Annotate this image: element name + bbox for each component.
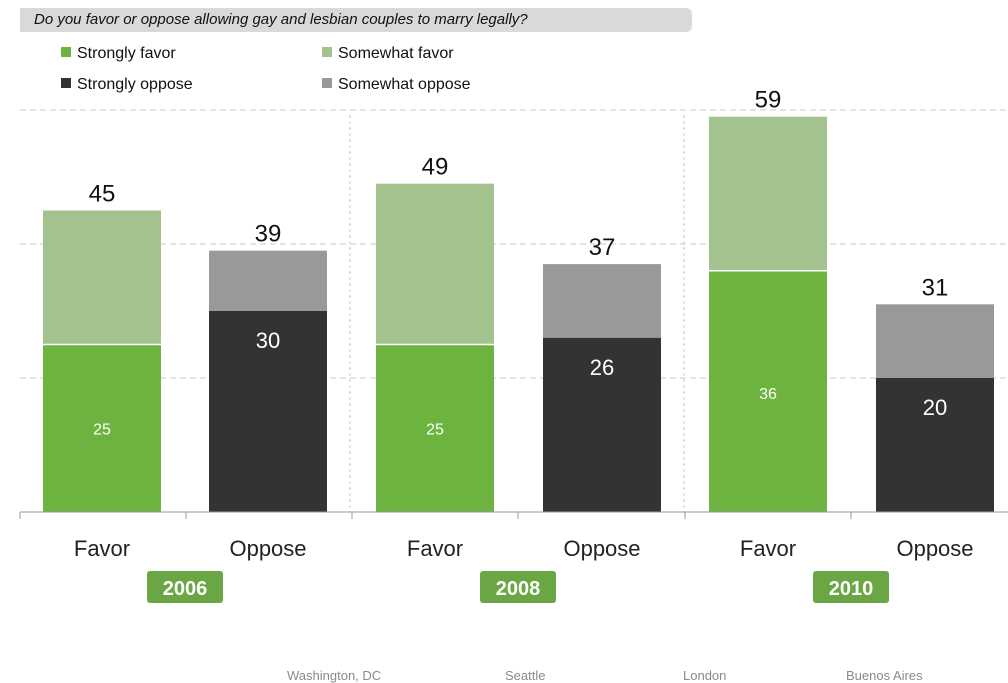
question-banner: Do you favor or oppose allowing gay and … [20, 8, 692, 32]
legend-swatch-somewhat-favor [322, 47, 332, 57]
legend-swatch-strongly-oppose [61, 78, 71, 88]
category-label-favor-2010: Favor [740, 536, 796, 561]
year-badge-2006 [147, 571, 223, 603]
data-label-total-favor-2006: 45 [89, 181, 116, 208]
legend-somewhat-favor: Somewhat favor [322, 44, 454, 64]
data-label-strong-favor-2010: 36 [759, 386, 777, 403]
legend-strongly-oppose: Strongly oppose [61, 75, 193, 95]
data-label-total-oppose-2010: 31 [922, 274, 949, 301]
category-label-oppose-2008: Oppose [563, 536, 640, 561]
data-label-total-oppose-2008: 37 [589, 234, 616, 261]
data-label-strong-favor-2006: 25 [93, 422, 111, 439]
data-label-strong-oppose-2010: 20 [923, 395, 947, 420]
legend-label: Somewhat favor [338, 45, 454, 62]
footer-label-london: London [683, 668, 727, 683]
legend-swatch-strongly-favor [61, 47, 71, 57]
bar-segment-somewhat-oppose-2006 [209, 250, 327, 311]
bar-segment-strongly-favor-2006 [43, 344, 161, 512]
bar-segment-strongly-favor-2010 [709, 270, 827, 512]
legend-swatch-somewhat-oppose [322, 78, 332, 88]
category-label-favor-2008: Favor [407, 536, 463, 561]
bar-segment-somewhat-oppose-2008 [543, 264, 661, 338]
year-badge-2008 [480, 571, 556, 603]
legend-label: Somewhat oppose [338, 76, 471, 93]
legend-strongly-favor: Strongly favor [61, 44, 176, 64]
data-label-strong-oppose-2008: 26 [590, 355, 614, 380]
category-label-oppose-2006: Oppose [229, 536, 306, 561]
legend-somewhat-oppose: Somewhat oppose [322, 75, 471, 95]
bar-segment-strongly-oppose-2008 [543, 337, 661, 512]
data-label-total-oppose-2006: 39 [255, 221, 282, 248]
bar-segment-strongly-favor-2008 [376, 344, 494, 512]
year-badge-2010 [813, 571, 889, 603]
footer-label-buenos-aires: Buenos Aires [846, 668, 923, 683]
data-label-total-favor-2008: 49 [422, 154, 449, 181]
data-label-strong-favor-2008: 25 [426, 422, 444, 439]
footer-label-washington: Washington, DC [287, 668, 382, 683]
bar-segment-strongly-oppose-2010 [876, 378, 994, 512]
footer-label-seattle: Seattle [505, 668, 546, 683]
bar-segment-somewhat-favor-2010 [709, 116, 827, 271]
legend-label: Strongly favor [77, 45, 176, 62]
bar-segment-strongly-oppose-2006 [209, 311, 327, 512]
bar-segment-somewhat-oppose-2010 [876, 304, 994, 378]
bar-segment-somewhat-favor-2006 [43, 210, 161, 345]
bar-segment-somewhat-favor-2008 [376, 183, 494, 345]
legend-label: Strongly oppose [77, 76, 193, 93]
year-badge-label-2008: 2008 [496, 578, 541, 600]
year-badge-label-2010: 2010 [829, 578, 874, 600]
category-label-oppose-2010: Oppose [896, 536, 973, 561]
year-badge-label-2006: 2006 [163, 578, 208, 600]
data-label-total-favor-2010: 59 [755, 87, 782, 114]
data-label-strong-oppose-2006: 30 [256, 328, 280, 353]
category-label-favor-2006: Favor [74, 536, 130, 561]
